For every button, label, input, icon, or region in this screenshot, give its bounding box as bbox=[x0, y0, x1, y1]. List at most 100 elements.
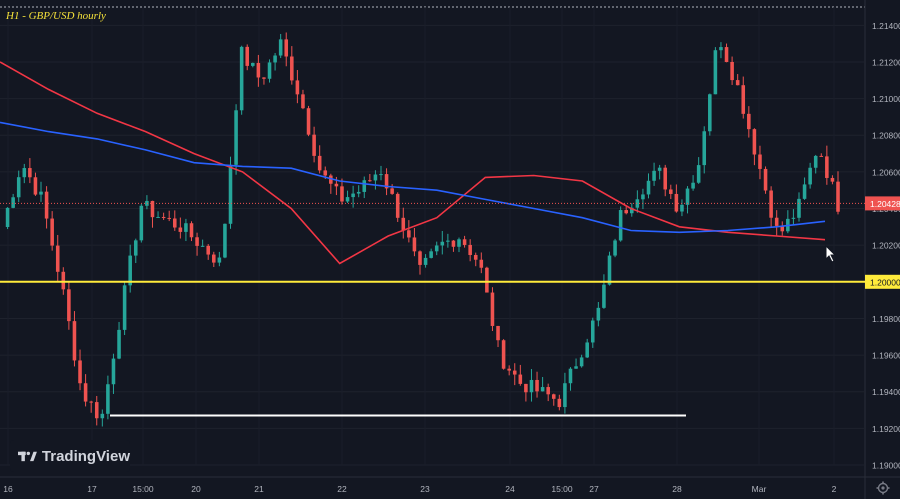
settings-gear-icon[interactable] bbox=[876, 481, 890, 495]
ema-blue-line bbox=[0, 121, 826, 234]
candle-body bbox=[28, 168, 32, 178]
candle-body bbox=[590, 320, 595, 343]
candle-body bbox=[518, 374, 523, 384]
candle-body bbox=[189, 223, 194, 238]
price-axis[interactable]: 1.21400 1.21200 1.21000 1.20800 1.20600 1.204… bbox=[865, 21, 900, 471]
candle-body bbox=[512, 370, 517, 375]
candle-body bbox=[78, 360, 82, 384]
candle-body bbox=[585, 342, 589, 358]
candle-body bbox=[680, 204, 684, 212]
candle-body bbox=[390, 188, 394, 194]
y-tick-label: 1.19000 bbox=[872, 461, 900, 471]
x-tick-label: Mar bbox=[752, 484, 767, 494]
candle-body bbox=[813, 155, 818, 168]
candle-body bbox=[657, 167, 662, 171]
candle-body bbox=[713, 50, 718, 95]
x-tick-label: 16 bbox=[3, 484, 13, 494]
time-axis[interactable]: 16 17 15:00 20 21 22 23 24 15:00 27 28 Mar 2 bbox=[3, 484, 836, 494]
candle-body bbox=[708, 94, 712, 132]
candle-body bbox=[72, 321, 77, 361]
candle-body bbox=[797, 198, 801, 218]
candle-body bbox=[368, 180, 372, 182]
candle-body bbox=[150, 200, 155, 218]
candle-body bbox=[111, 358, 116, 385]
candle-body bbox=[674, 193, 679, 212]
y-tick-label: 1.19800 bbox=[872, 314, 900, 324]
candle-body bbox=[646, 180, 651, 195]
candle-body bbox=[507, 368, 511, 371]
candle-body bbox=[256, 62, 261, 78]
chart-title: H1 - GBP/USD hourly bbox=[6, 10, 106, 22]
candle-body bbox=[434, 245, 439, 252]
candle-body bbox=[669, 189, 673, 194]
candle-body bbox=[663, 167, 668, 190]
candle-body bbox=[22, 168, 27, 178]
candle-body bbox=[630, 207, 634, 214]
candle-body bbox=[100, 413, 105, 419]
candle-body bbox=[11, 197, 15, 208]
candles bbox=[5, 32, 840, 427]
candle-body bbox=[273, 55, 277, 63]
candle-body bbox=[290, 56, 294, 81]
candle-body bbox=[334, 183, 339, 187]
candle-body bbox=[524, 383, 528, 393]
candle-body bbox=[691, 182, 695, 189]
candle-body bbox=[50, 218, 54, 246]
candle-body bbox=[696, 165, 701, 183]
candle-body bbox=[351, 193, 355, 198]
candle-body bbox=[306, 108, 311, 135]
current-price-badge bbox=[865, 196, 900, 211]
candle-body bbox=[418, 251, 422, 265]
candle-body bbox=[407, 230, 411, 238]
candle-body bbox=[39, 191, 43, 195]
candle-body bbox=[602, 284, 606, 308]
candle-body bbox=[730, 61, 734, 81]
candle-body bbox=[395, 193, 400, 218]
candle-body bbox=[55, 245, 60, 272]
levels bbox=[0, 202, 865, 417]
y-tick-label: 1.19200 bbox=[872, 424, 900, 434]
candle-body bbox=[356, 191, 361, 194]
candle-body bbox=[791, 217, 796, 219]
x-tick-label: 22 bbox=[337, 484, 347, 494]
candle-body bbox=[323, 170, 328, 176]
candle-body bbox=[546, 387, 550, 395]
candle-body bbox=[284, 39, 289, 57]
support-price-badge bbox=[865, 274, 900, 289]
candle-body bbox=[106, 384, 110, 414]
candle-body bbox=[384, 174, 389, 189]
candle-body bbox=[624, 210, 628, 214]
candle-body bbox=[490, 292, 495, 326]
candle-body bbox=[830, 177, 835, 182]
tradingview-logo-icon bbox=[18, 451, 37, 462]
candle-body bbox=[206, 245, 210, 255]
candle-body bbox=[802, 184, 807, 199]
candle-body bbox=[133, 240, 138, 256]
candle-body bbox=[172, 218, 177, 228]
x-tick-label: 20 bbox=[191, 484, 201, 494]
candle-body bbox=[234, 110, 238, 165]
cursor-arrow-icon bbox=[825, 244, 837, 263]
candle-body bbox=[535, 379, 539, 392]
candle-body bbox=[122, 285, 127, 330]
candle-body bbox=[345, 197, 350, 202]
candle-body bbox=[195, 237, 199, 246]
candle-body bbox=[752, 129, 757, 155]
y-tick-label: 1.21400 bbox=[872, 21, 900, 31]
candle-body bbox=[379, 174, 383, 176]
candle-body bbox=[301, 94, 305, 109]
moving-averages bbox=[0, 61, 826, 265]
candle-body bbox=[373, 174, 378, 181]
candle-body bbox=[295, 80, 300, 95]
candle-body bbox=[239, 46, 244, 111]
candle-body bbox=[200, 245, 205, 247]
candle-body bbox=[501, 340, 506, 369]
y-tick-label: 1.20200 bbox=[872, 241, 900, 251]
candle-body bbox=[228, 164, 233, 224]
candle-body bbox=[596, 307, 601, 321]
x-tick-label: 28 bbox=[672, 484, 682, 494]
candle-body bbox=[278, 39, 283, 56]
candle-body bbox=[819, 155, 824, 157]
candle-body bbox=[763, 168, 768, 191]
